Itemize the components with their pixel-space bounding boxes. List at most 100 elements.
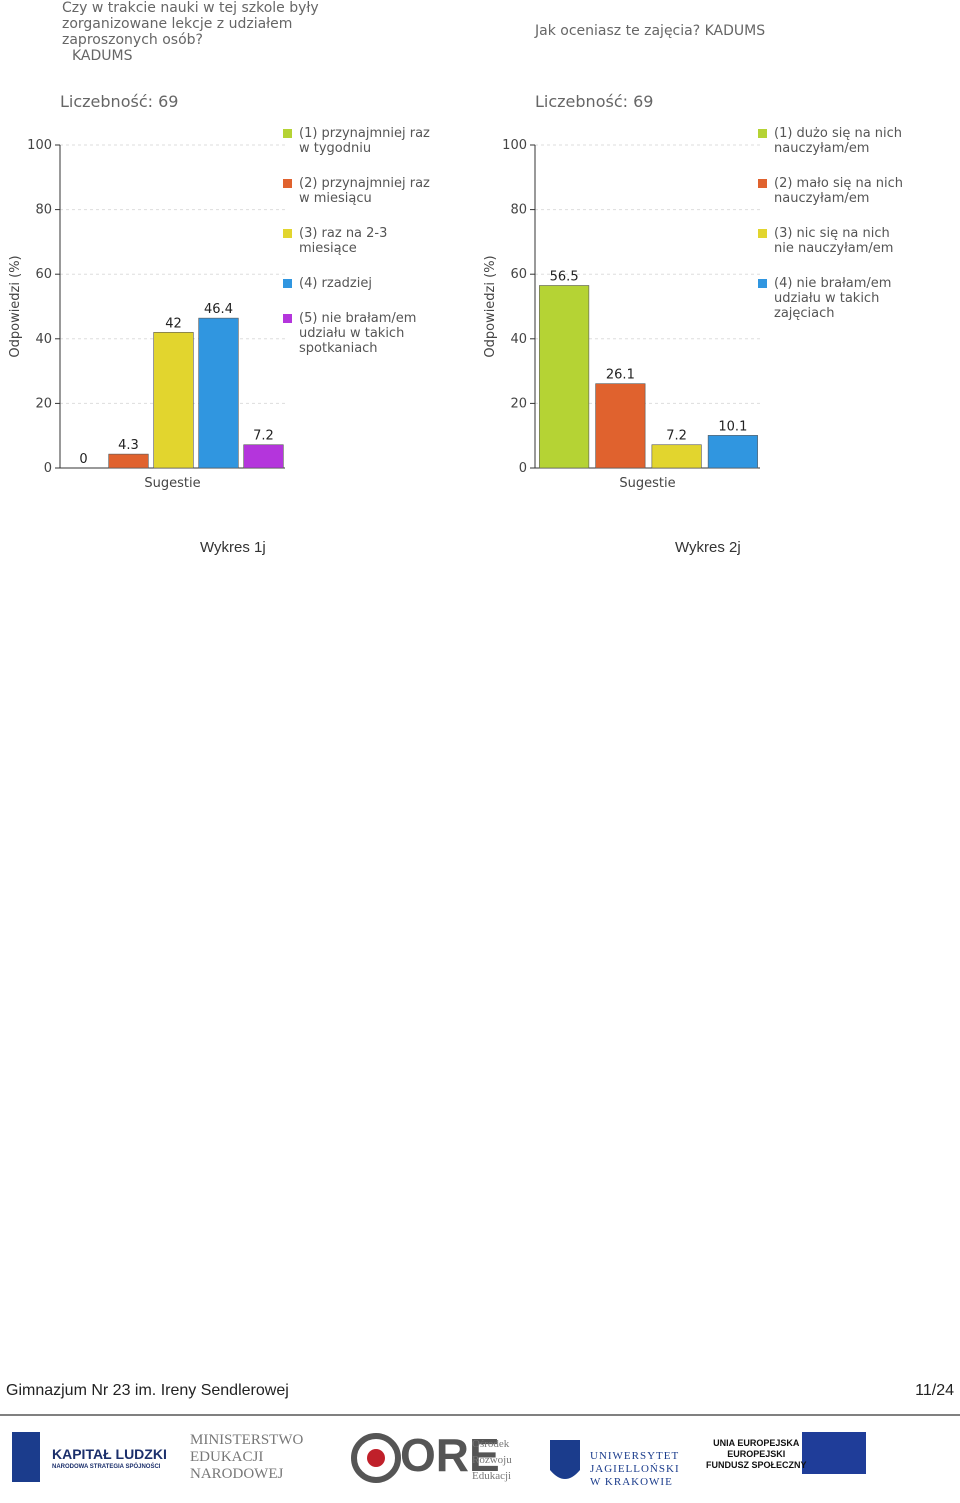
- title-line: Jak oceniasz te zajęcia? KADUMS: [535, 23, 766, 39]
- logo-text: JAGIELLOŃSKI: [590, 1463, 680, 1475]
- logo-text: Edukacji: [472, 1470, 512, 1482]
- legend-item: (3) raz na 2-3 miesiące: [283, 226, 433, 256]
- legend-item: (5) nie brałam/em udziału w takich spotk…: [283, 311, 433, 356]
- logo-text: UNIA EUROPEJSKA: [713, 1438, 800, 1448]
- bar: [243, 444, 284, 469]
- legend-item: (1) dużo się na nich nauczyłam/em: [758, 126, 908, 156]
- footer-right: 11/24: [915, 1382, 954, 1399]
- logo-text: W KRAKOWIE: [590, 1476, 673, 1488]
- data-label: 4.3: [118, 438, 139, 453]
- data-label: 46.4: [204, 302, 233, 317]
- uj-crest: [550, 1440, 580, 1479]
- y-tick-label: 60: [35, 267, 52, 282]
- legend-swatch: [758, 279, 767, 288]
- legend-swatch: [283, 179, 292, 188]
- legend-label: (2) przynajmniej raz w miesiącu: [299, 176, 430, 206]
- legend-item: (4) nie brałam/em udziału w takich zajęc…: [758, 276, 908, 321]
- logo-text: NARODOWEJ: [190, 1466, 284, 1482]
- logo-text: MINISTERSTWO: [190, 1432, 304, 1448]
- legend-swatch: [283, 279, 292, 288]
- bar: [198, 317, 239, 469]
- y-tick-label: 40: [35, 332, 52, 347]
- title-line: KADUMS: [72, 48, 133, 64]
- x-axis-label: Sugestie: [144, 476, 200, 491]
- y-axis-label: Odpowiedzi (%): [8, 255, 23, 357]
- legend-swatch: [758, 179, 767, 188]
- legend-item: (1) przynajmniej raz w tygodniu: [283, 126, 433, 156]
- y-tick-label: 100: [502, 138, 527, 153]
- y-tick-label: 60: [510, 267, 527, 282]
- legend-swatch: [283, 314, 292, 323]
- legend-swatch: [758, 229, 767, 238]
- data-label: 7.2: [666, 429, 687, 444]
- logo-text: Ośrodek: [472, 1438, 510, 1450]
- legend-swatch: [283, 129, 292, 138]
- legend-label: (5) nie brałam/em udziału w takich spotk…: [299, 311, 417, 356]
- logo-text: KAPITAŁ LUDZKI: [52, 1446, 167, 1462]
- logo-men: MINISTERSTWO EDUKACJI NARODOWEJ: [190, 1432, 303, 1483]
- logo-text: FUNDUSZ SPOŁECZNY: [706, 1460, 807, 1470]
- bar: [108, 453, 149, 469]
- logo-ore-sub: Ośrodek Rozwoju Edukacji: [472, 1436, 512, 1484]
- legend-item: (4) rzadziej: [283, 276, 433, 291]
- legend-label: (2) mało się na nich nauczyłam/em: [774, 176, 904, 206]
- eu-flag: [802, 1432, 866, 1474]
- bar: [153, 332, 194, 469]
- bar: [651, 444, 702, 469]
- bar: [539, 285, 590, 469]
- chart-title: Czy w trakcie nauki w tej szkole były zor…: [62, 0, 319, 64]
- y-tick-label: 80: [510, 203, 527, 218]
- data-label: 42: [165, 316, 182, 331]
- data-label: 10.1: [718, 419, 747, 434]
- title-line: zaproszonych osób?: [62, 32, 203, 48]
- logo-uj: UNIWERSYTET JAGIELLOŃSKI W KRAKOWIE: [590, 1450, 680, 1489]
- x-axis-label: Sugestie: [619, 476, 675, 491]
- legend-label: (4) rzadziej: [299, 276, 372, 291]
- y-tick-label: 20: [510, 396, 527, 411]
- chart-subtitle: Liczebność: 69: [535, 92, 654, 111]
- ore-icon: [351, 1433, 401, 1483]
- legend-label: (3) nic się na nich nie nauczyłam/em: [774, 226, 894, 256]
- logo-text: EDUKACJI: [190, 1449, 264, 1465]
- legend-swatch: [758, 129, 767, 138]
- logo-text: EUROPEJSKI: [727, 1449, 786, 1459]
- title-line: Czy w trakcie nauki w tej szkole były: [62, 0, 319, 16]
- y-axis-label: Odpowiedzi (%): [483, 255, 498, 357]
- bar: [707, 435, 758, 469]
- logo-text: NARODOWA STRATEGIA SPÓJNOŚCI: [52, 1464, 161, 1470]
- y-tick-label: 0: [519, 461, 527, 476]
- legend-item: (2) przynajmniej raz w miesiącu: [283, 176, 433, 206]
- legend-label: (1) przynajmniej raz w tygodniu: [299, 126, 430, 156]
- y-tick-label: 80: [35, 203, 52, 218]
- logo-text: ORE: [400, 1429, 500, 1481]
- legend-label: (1) dużo się na nich nauczyłam/em: [774, 126, 903, 156]
- legend: (1) przynajmniej raz w tygodniu (2) przyn…: [283, 126, 433, 356]
- caption: Wykres 2j: [675, 539, 741, 556]
- legend-item: (2) mało się na nich nauczyłam/em: [758, 176, 908, 206]
- y-tick-label: 20: [35, 396, 52, 411]
- legend-label: (3) raz na 2-3 miesiące: [299, 226, 388, 256]
- chart-title: Jak oceniasz te zajęcia? KADUMS: [535, 23, 765, 39]
- y-tick-label: 40: [510, 332, 527, 347]
- data-label: 0: [79, 452, 87, 467]
- y-tick-label: 100: [27, 138, 52, 153]
- data-label: 56.5: [550, 270, 579, 285]
- legend: (1) dużo się na nich nauczyłam/em (2) mał…: [758, 126, 908, 321]
- legend-label: (4) nie brałam/em udziału w takich zajęc…: [774, 276, 892, 321]
- kl-icon: [12, 1432, 40, 1482]
- chart-subtitle: Liczebność: 69: [60, 92, 179, 111]
- logo-text: Rozwoju: [472, 1454, 512, 1466]
- legend-item: (3) nic się na nich nie nauczyłam/em: [758, 226, 908, 256]
- caption: Wykres 1j: [200, 539, 266, 556]
- legend-swatch: [283, 229, 292, 238]
- data-label: 7.2: [253, 429, 274, 444]
- logo-text: UNIWERSYTET: [590, 1450, 680, 1462]
- title-line: zorganizowane lekcje z udziałem: [62, 16, 293, 32]
- bar: [595, 383, 646, 469]
- logo-ue: UNIA EUROPEJSKA EUROPEJSKI FUNDUSZ SPOŁE…: [706, 1438, 807, 1471]
- y-tick-label: 0: [44, 461, 52, 476]
- footer-left: Gimnazjum Nr 23 im. Ireny Sendlerowej: [6, 1382, 289, 1399]
- data-label: 26.1: [606, 368, 635, 383]
